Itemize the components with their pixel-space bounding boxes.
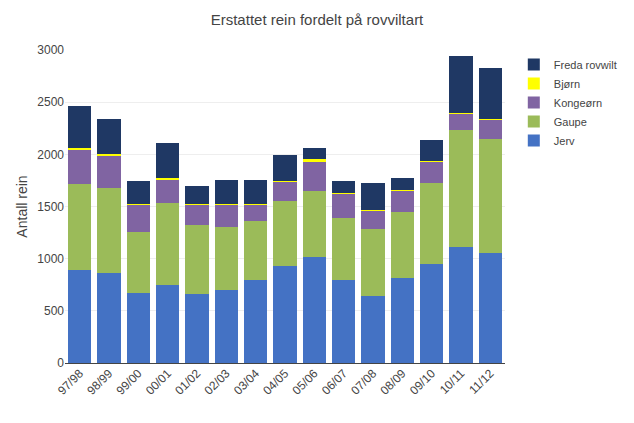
svg-text:03/04: 03/04 [231,366,262,397]
svg-text:Bjørn: Bjørn [554,78,580,90]
svg-text:07/08: 07/08 [348,366,379,397]
svg-text:97/98: 97/98 [55,366,86,397]
svg-text:10/11: 10/11 [437,366,468,397]
svg-text:11/12: 11/12 [466,366,497,397]
svg-text:0: 0 [57,356,64,370]
svg-text:09/10: 09/10 [407,366,438,397]
svg-text:2500: 2500 [37,95,64,109]
svg-text:500: 500 [44,304,64,318]
svg-text:Gaupe: Gaupe [554,116,587,128]
svg-text:08/09: 08/09 [378,366,409,397]
svg-text:2000: 2000 [37,148,64,162]
svg-text:1500: 1500 [37,200,64,214]
svg-text:Antall rein: Antall rein [14,175,30,237]
svg-text:Freda rovwilt: Freda rovwilt [554,59,617,71]
svg-text:02/03: 02/03 [202,366,233,397]
svg-text:01/02: 01/02 [172,366,203,397]
svg-text:04/05: 04/05 [260,366,291,397]
svg-text:00/01: 00/01 [143,366,174,397]
svg-text:05/06: 05/06 [290,366,321,397]
svg-text:Erstattet rein fordelt på rovv: Erstattet rein fordelt på rovviltart [211,11,424,28]
svg-text:06/07: 06/07 [319,366,350,397]
svg-text:1000: 1000 [37,252,64,266]
svg-text:3000: 3000 [37,43,64,57]
svg-text:98/99: 98/99 [84,366,115,397]
svg-text:Kongeørn: Kongeørn [554,97,602,109]
svg-text:Jerv: Jerv [554,135,575,147]
svg-text:99/00: 99/00 [114,366,145,397]
